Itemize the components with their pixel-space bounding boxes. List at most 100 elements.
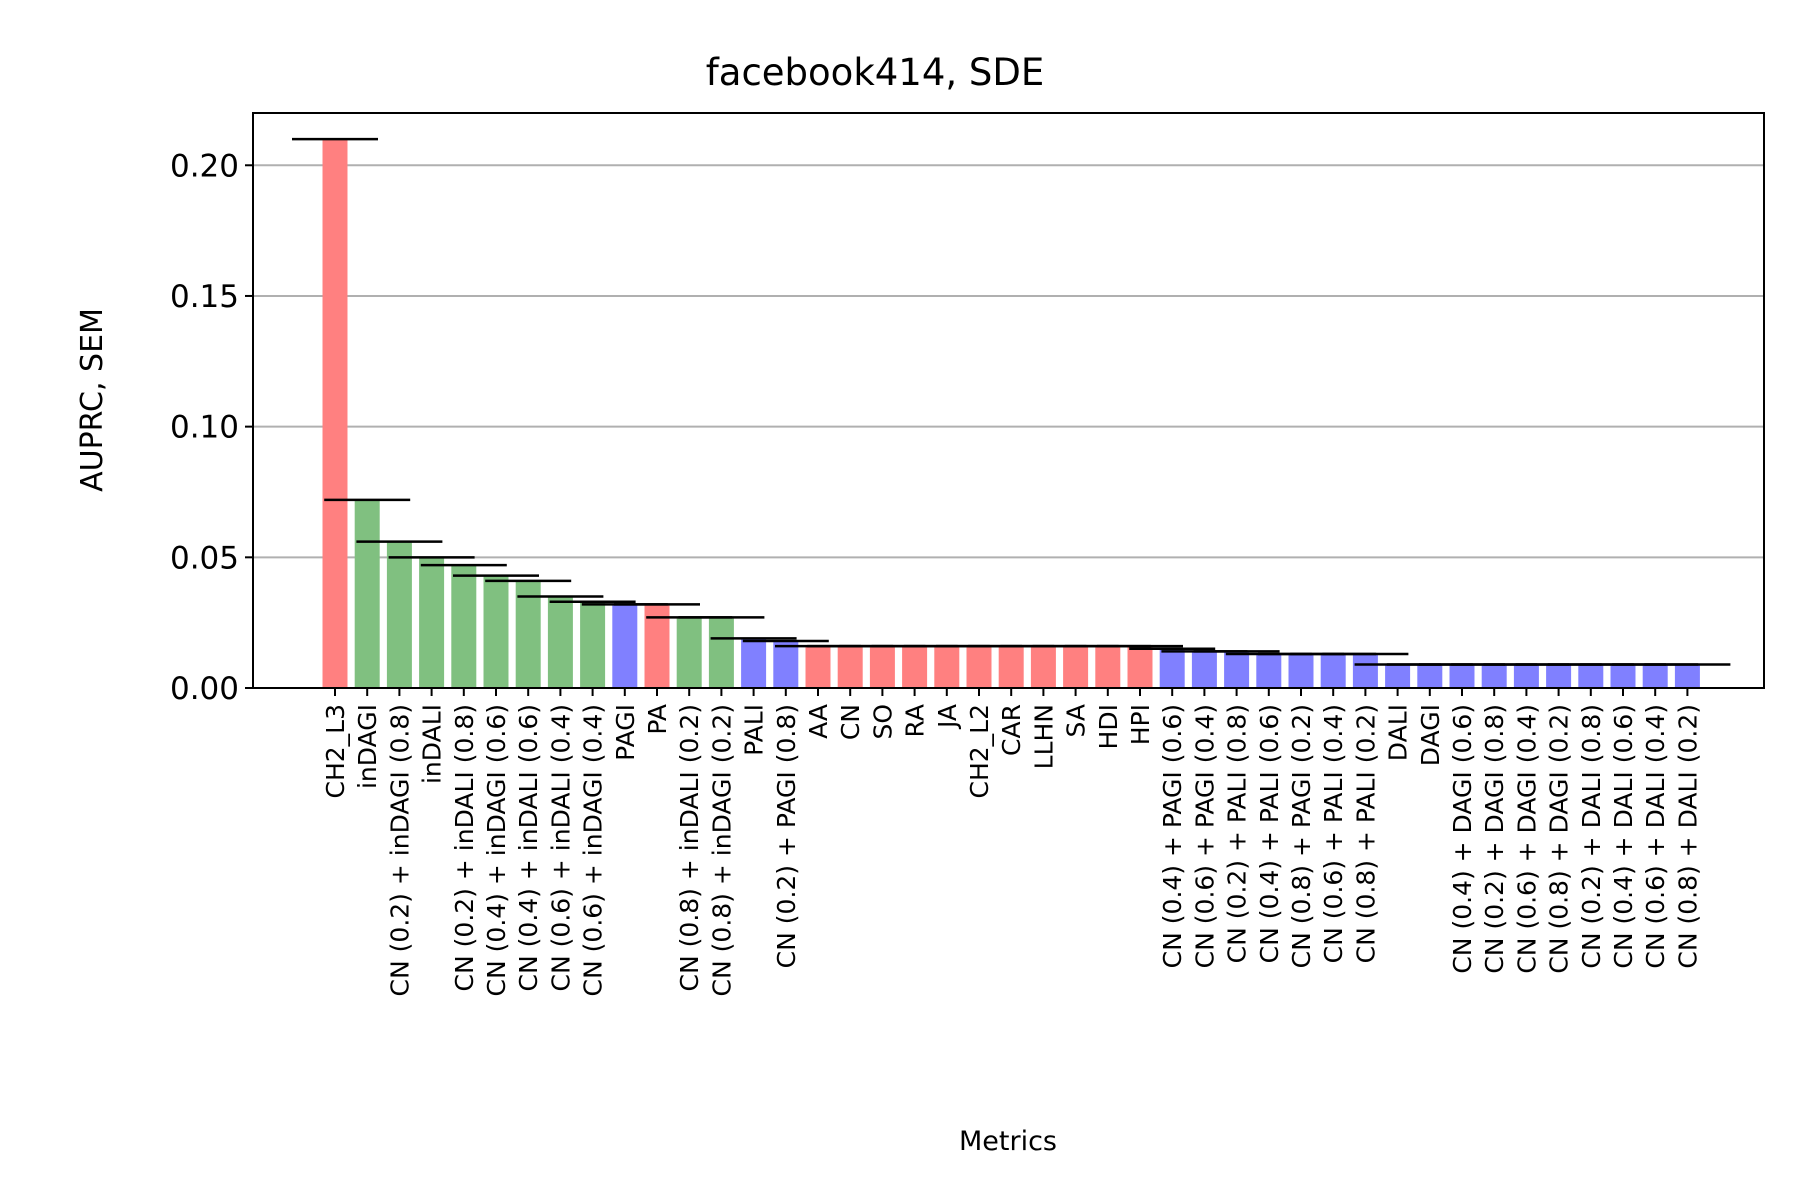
x-tick-label: SA: [1062, 704, 1091, 737]
x-tick-label: CN (0.4) + inDAGI (0.6): [482, 704, 511, 996]
x-tick-label: CN (0.8) + inDALI (0.2): [675, 704, 704, 991]
bar: [676, 617, 702, 688]
x-tick-label: CH2_L3: [321, 704, 350, 799]
x-tick-label: CN (0.6) + DAGI (0.4): [1512, 704, 1541, 974]
x-tick-label: CN (0.2) + DAGI (0.8): [1480, 704, 1509, 974]
bar: [580, 601, 606, 688]
bar: [612, 604, 638, 688]
bar: [1449, 664, 1475, 688]
bar: [1224, 651, 1250, 688]
x-tick-label: CN (0.8) + inDAGI (0.2): [707, 704, 736, 996]
x-tick-label: CH2_L2: [965, 704, 994, 799]
error-bars: [292, 137, 1731, 666]
x-tick-label: DALI: [1384, 704, 1413, 761]
x-tick-label: CN (0.4) + inDALI (0.6): [514, 704, 543, 991]
bar: [547, 596, 573, 688]
bar: [483, 575, 509, 688]
x-tick-label: CN (0.2) + PAGI (0.8): [772, 704, 801, 968]
x-tick-label: CN: [836, 704, 865, 740]
bar: [966, 646, 992, 688]
gridlines: [253, 164, 1764, 559]
bar: [1674, 664, 1700, 688]
bar: [1127, 646, 1153, 688]
bar: [451, 565, 477, 688]
y-tick-label: 0.10: [170, 410, 239, 446]
x-tick-label: CN (0.8) + PAGI (0.2): [1287, 704, 1316, 968]
bar: [741, 638, 767, 688]
x-tick-label: CN (0.4) + PALI (0.6): [1255, 704, 1284, 963]
bar: [354, 499, 380, 688]
bar: [1063, 646, 1089, 688]
x-tick-label: CN (0.4) + DALI (0.6): [1609, 704, 1638, 969]
bar: [1095, 646, 1121, 688]
x-tick-label: SO: [868, 704, 897, 740]
chart-title: facebook414, SDE: [706, 51, 1045, 94]
y-tick-label: 0.15: [170, 279, 239, 315]
y-tick-label: 0.05: [170, 540, 239, 576]
x-tick-label: inDAGI: [353, 704, 382, 789]
x-tick-label: PALI: [740, 704, 769, 756]
bar: [869, 646, 895, 688]
bar: [1610, 664, 1636, 688]
bar: [998, 646, 1024, 688]
plot-frame: [252, 112, 1765, 689]
bar: [1191, 651, 1217, 688]
x-axis-ticks: CH2_L3 inDAGI CN (0.2) + inDAGI (0.8) inDAL…: [321, 688, 1702, 996]
x-tick-label: CN (0.6) + DALI (0.4): [1641, 704, 1670, 969]
x-tick-label: CN (0.6) + inDALI (0.4): [546, 704, 575, 991]
x-tick-label: AA: [804, 704, 833, 739]
bar: [708, 617, 734, 688]
x-axis-label: Metrics: [959, 1126, 1057, 1157]
x-tick-label: CN (0.6) + inDAGI (0.4): [579, 704, 608, 996]
x-tick-label: CN (0.2) + DALI (0.8): [1577, 704, 1606, 969]
bar: [1385, 664, 1411, 688]
x-tick-label: CN (0.2) + inDAGI (0.8): [385, 704, 414, 996]
x-tick-label: CN (0.2) + inDALI (0.8): [450, 704, 479, 991]
bar: [1256, 654, 1282, 688]
bar: [1288, 654, 1314, 688]
bar: [1320, 654, 1346, 688]
x-tick-label: CN (0.6) + PAGI (0.4): [1190, 704, 1219, 968]
x-tick-label: RA: [901, 704, 930, 737]
bar: [419, 557, 445, 688]
bar: [1030, 646, 1056, 688]
x-tick-label: inDALI: [418, 704, 447, 784]
bar: [322, 139, 348, 689]
x-tick-label: CAR: [997, 704, 1026, 756]
bar: [1578, 664, 1604, 688]
x-tick-label: CN (0.8) + DAGI (0.2): [1545, 704, 1574, 974]
bars: [322, 139, 1700, 689]
y-tick-label: 0.00: [170, 671, 239, 707]
x-tick-label: CN (0.4) + DAGI (0.6): [1448, 704, 1477, 974]
bar: [1352, 654, 1378, 688]
bar: [1546, 664, 1572, 688]
x-tick-label: CN (0.2) + PALI (0.8): [1223, 704, 1252, 963]
y-axis-ticks: 0.00 0.05 0.10 0.15 0.20: [170, 148, 253, 707]
bar: [1481, 664, 1507, 688]
x-tick-label: PA: [643, 704, 672, 735]
bar: [1642, 664, 1668, 688]
bar: [386, 541, 412, 688]
bar: [1513, 664, 1539, 688]
x-tick-label: LLHN: [1029, 704, 1058, 769]
x-tick-label: HDI: [1094, 704, 1123, 749]
bar: [902, 646, 928, 688]
bar: [934, 646, 960, 688]
x-tick-label: JA: [933, 704, 962, 730]
y-tick-label: 0.20: [170, 148, 239, 184]
x-tick-label: CN (0.8) + DALI (0.2): [1673, 704, 1702, 969]
bar: [1417, 664, 1443, 688]
y-axis-label: AUPRC, SEM: [75, 308, 110, 492]
x-tick-label: DAGI: [1416, 704, 1445, 766]
bar: [773, 640, 799, 688]
x-tick-label: HPI: [1126, 704, 1155, 745]
x-tick-label: CN (0.4) + PAGI (0.6): [1158, 704, 1187, 968]
x-tick-label: CN (0.8) + PALI (0.2): [1351, 704, 1380, 963]
x-tick-label: PAGI: [611, 704, 640, 761]
bar: [837, 646, 863, 688]
bar: [805, 646, 831, 688]
bar: [515, 580, 541, 688]
x-tick-label: CN (0.6) + PALI (0.4): [1319, 704, 1348, 963]
bar: [1159, 648, 1185, 688]
